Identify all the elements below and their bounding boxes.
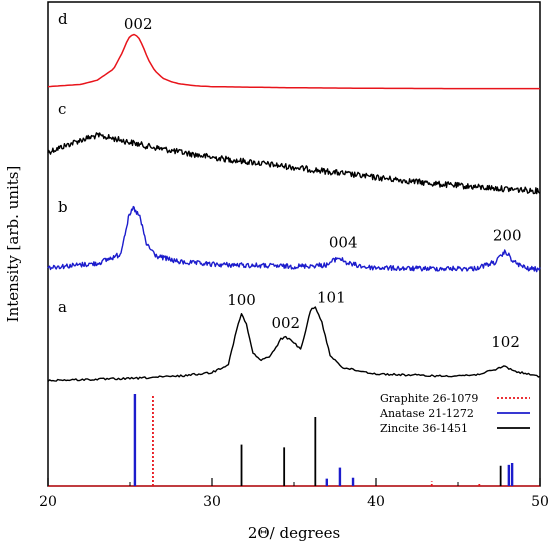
legend-label: Graphite 26-1079 (380, 392, 478, 405)
pattern-series-layer (47, 33, 541, 382)
peak-label-a-101: 101 (317, 289, 346, 307)
x-tick-label: 40 (367, 494, 385, 510)
peak-label-d-002: 002 (124, 15, 153, 33)
legend-label: Zincite 36-1451 (380, 422, 468, 435)
peak-label-a-002: 002 (271, 314, 300, 332)
peak-label-b-200: 200 (493, 227, 522, 245)
labels-layer: d 002 c b 004 200 a 100 002 101 102 (58, 10, 522, 351)
series-a-line (47, 306, 541, 382)
peak-label-a-102: 102 (491, 333, 520, 351)
x-tick-label: 20 (39, 494, 57, 510)
axis-ticks-layer: 20 30 40 50 (39, 478, 549, 510)
legend: Graphite 26-1079 Anatase 21-1272 Zincite 3… (379, 392, 530, 435)
x-axis-title: 2Θ/ degrees (248, 524, 340, 542)
series-b-label: b (58, 198, 68, 216)
series-c-label: c (58, 100, 66, 118)
peak-label-a-100: 100 (227, 291, 256, 309)
x-tick-label: 50 (531, 494, 549, 510)
series-b-line (47, 205, 541, 273)
series-d-line (47, 33, 540, 90)
x-tick-label: 30 (203, 494, 221, 510)
series-d-label: d (58, 10, 68, 28)
y-axis-title: Intensity [arb. units] (4, 166, 22, 323)
legend-label: Anatase 21-1272 (379, 407, 474, 420)
peak-label-b-004: 004 (329, 234, 358, 252)
series-a-label: a (58, 298, 67, 316)
series-c-line (47, 132, 541, 195)
